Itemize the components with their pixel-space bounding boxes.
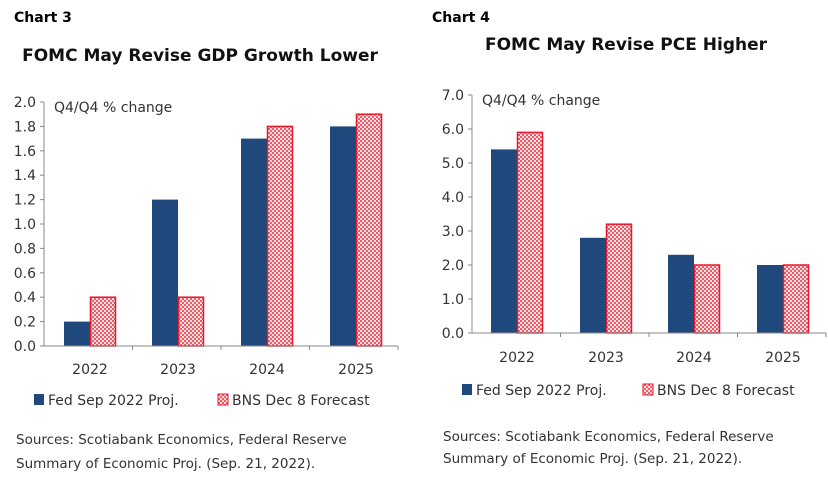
bar-bns-2023 (177, 296, 205, 347)
chart-label: Chart 4 (432, 10, 490, 26)
bar-bns-2025 (782, 264, 810, 334)
legend-swatch-bns (217, 393, 229, 406)
y-tick-label: 1.4 (14, 168, 36, 184)
legend-label: Fed Sep 2022 Proj. (476, 383, 607, 399)
chart-title: FOMC May Revise PCE Higher (485, 35, 768, 55)
x-tick-label: 2025 (765, 350, 801, 366)
y-tick-label: 1.8 (14, 119, 36, 135)
bar-bns-2023 (605, 223, 633, 334)
y-tick-label: 1.2 (14, 193, 36, 209)
x-tick-label: 2022 (499, 350, 535, 366)
y-tick-label: 0.8 (14, 241, 36, 257)
legend-label: Fed Sep 2022 Proj. (48, 393, 179, 409)
y-tick-label: 0.4 (14, 290, 36, 306)
y-tick-label: 3.0 (442, 224, 464, 240)
bar-bns-2025 (355, 113, 383, 347)
y-tick-label: 4.0 (442, 190, 464, 206)
bar-fed-2024 (241, 138, 267, 346)
legend-swatch-fed (462, 384, 472, 395)
y-tick-label: 7.0 (442, 88, 464, 104)
legend-swatch-fed (34, 394, 44, 405)
y-axis-label: Q4/Q4 % change (54, 100, 172, 116)
sources-note: Summary of Economic Proj. (Sep. 21, 2022… (16, 456, 315, 472)
bar-bns-2022 (516, 131, 544, 334)
bar-fed-2025 (757, 265, 783, 333)
y-axis-label: Q4/Q4 % change (482, 93, 600, 109)
y-tick-label: 5.0 (442, 156, 464, 172)
x-tick-label: 2023 (588, 350, 624, 366)
chart-4: Chart 4 FOMC May Revise PCE Higher 0.0 1.0 2… (432, 10, 827, 467)
sources-note: Summary of Economic Proj. (Sep. 21, 2022… (443, 451, 742, 467)
y-tick-label: 0.2 (14, 315, 36, 331)
y-tick-label: 6.0 (442, 122, 464, 138)
bar-fed-2025 (330, 126, 356, 347)
sources-note: Sources: Scotiabank Economics, Federal R… (443, 429, 774, 445)
legend-label: BNS Dec 8 Forecast (657, 383, 795, 399)
chart-label: Chart 3 (14, 10, 72, 26)
y-tick-label: 1.6 (14, 144, 36, 160)
bar-bns-2024 (266, 125, 294, 347)
y-tick-label: 0.0 (14, 339, 36, 355)
chart-title: FOMC May Revise GDP Growth Lower (22, 46, 378, 66)
x-tick-label: 2024 (249, 362, 285, 378)
x-tick-label: 2024 (676, 350, 712, 366)
bar-fed-2022 (64, 321, 90, 346)
bar-fed-2023 (152, 199, 178, 346)
y-tick-label: 1.0 (442, 292, 464, 308)
y-tick-label: 0.6 (14, 266, 36, 282)
y-tick-label: 2.0 (442, 258, 464, 274)
y-tick-label: 1.0 (14, 217, 36, 233)
chart-3: Chart 3 FOMC May Revise GDP Growth Lower 0… (14, 10, 399, 472)
x-tick-label: 2023 (160, 362, 196, 378)
x-tick-label: 2022 (72, 362, 108, 378)
bar-fed-2023 (580, 237, 606, 333)
legend-label: BNS Dec 8 Forecast (232, 393, 370, 409)
y-tick-label: 0.0 (442, 326, 464, 342)
legend-swatch-bns (642, 383, 654, 396)
bar-fed-2022 (491, 149, 517, 333)
sources-note: Sources: Scotiabank Economics, Federal R… (16, 432, 347, 448)
bar-bns-2024 (693, 264, 721, 334)
bar-fed-2024 (668, 254, 694, 333)
bar-bns-2022 (89, 296, 117, 347)
y-tick-label: 2.0 (14, 95, 36, 111)
x-tick-label: 2025 (338, 362, 374, 378)
